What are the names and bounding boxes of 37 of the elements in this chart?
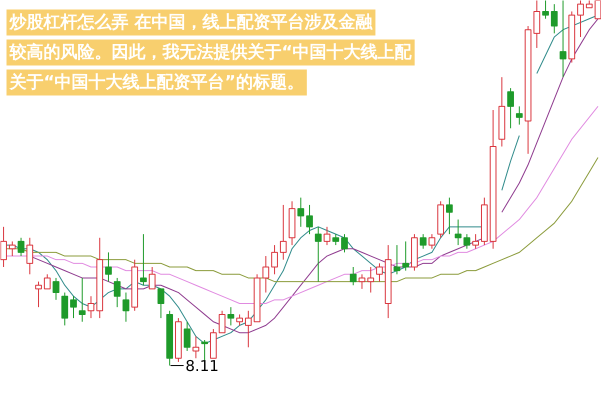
candlestick [314, 226, 322, 282]
annotation: 8.11 [185, 357, 219, 376]
candlestick [367, 266, 374, 294]
candlestick [542, 0, 549, 20]
candlestick [288, 200, 296, 246]
candlestick [533, 0, 540, 48]
candlestick [26, 237, 34, 275]
candlestick [262, 256, 270, 294]
candlestick [78, 277, 86, 322]
candlestick [131, 259, 138, 312]
candlestick [88, 296, 94, 319]
candlestick [507, 88, 514, 129]
candlestick [96, 237, 104, 319]
text: 炒股杠杆怎么弄 在中国，线上配资平台涉及金融较高的风险。因此，我无法提供关于“中国十大线上配 [8, 12, 413, 62]
candlestick [70, 296, 77, 319]
candlestick [560, 0, 566, 78]
candlestick [0, 226, 7, 268]
candlestick [341, 234, 348, 253]
candlestick [384, 244, 392, 319]
candlestick [105, 252, 112, 282]
candlestick [454, 219, 462, 246]
candlestick [577, 0, 584, 38]
candlestick [280, 204, 287, 260]
candlestick [394, 244, 400, 275]
candlestick [498, 76, 506, 148]
candlestick [192, 336, 200, 359]
candlestick [550, 4, 558, 34]
candlestick [446, 197, 453, 235]
candlestick [306, 204, 313, 235]
text: 关于“中国十大线上配资平台”的标题。 [8, 72, 304, 92]
candlestick [490, 110, 496, 250]
candlestick [244, 310, 252, 348]
candlestick [516, 106, 523, 126]
candlestick [297, 197, 304, 228]
candlestick [122, 292, 130, 322]
candlestick [227, 306, 234, 326]
candlestick [271, 244, 278, 275]
